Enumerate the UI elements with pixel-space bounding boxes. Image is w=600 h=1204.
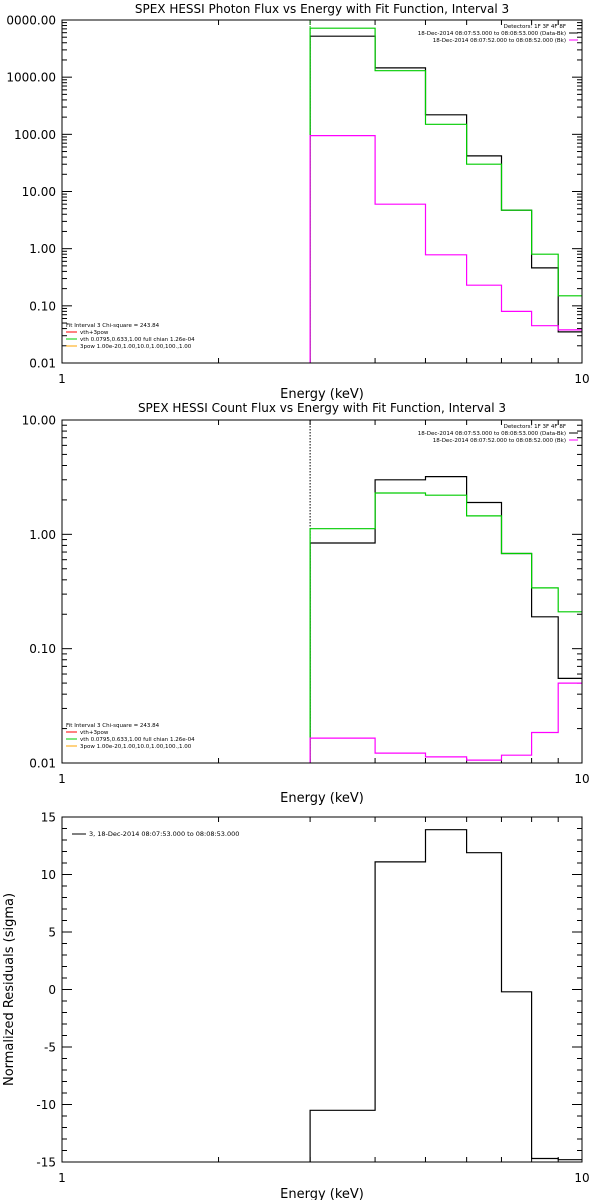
legend-entry-text: Fit Interval 3 Chi-square = 243.84 [66,723,160,729]
y-tick-label: -5 [44,1041,56,1055]
legend-entry-text: vth+3pow [80,330,109,336]
y-tick-label: 1000.00 [6,71,56,85]
y-tick-label: 0.10 [29,642,56,656]
y-tick-label: 5 [48,926,56,940]
chart-title: SPEX HESSI Count Flux vs Energy with Fit… [138,401,506,415]
y-tick-label: 100.00 [14,128,56,142]
legend-entry-text: 18-Dec-2014 08:07:53.000 to 08:08:53.000… [418,431,566,437]
x-axis-label: Energy (keV) [280,387,364,402]
x-tick-label: 1 [58,372,66,386]
legend-entry-text: vth 0.0795,0.633,1.00 full chian 1.26e-0… [80,337,195,343]
x-tick-label: 1 [58,1171,66,1185]
x-tick-label: 10 [574,1171,589,1185]
plot-frame [61,419,583,764]
y-tick-label: -10 [36,1098,56,1112]
y-tick-label: 0.10 [29,299,56,313]
y-tick-label: 0000.00 [6,14,56,28]
x-axis-label: Energy (keV) [280,791,364,806]
y-tick-label: 10.00 [22,185,56,199]
series-line-fit [309,27,582,363]
legend-entry-text: 3pow 1.00e-20,1.00,10.0,1.00,100.,1.00 [80,744,192,750]
legend-entry-text: 18-Dec-2014 08:07:52.000 to 08:08:52.000… [433,38,566,44]
y-tick-label: 15 [41,811,56,825]
legend-entry-text: 3, 18-Dec-2014 08:07:53.000 to 08:08:53.… [89,830,239,838]
series-line-fit [309,492,582,763]
x-tick-label: 10 [574,372,589,386]
legend-entry-text: 18-Dec-2014 08:07:53.000 to 08:08:53.000… [418,31,566,37]
y-tick-label: 0 [48,983,56,997]
legend-entry-text: 3pow 1.00e-20,1.00,10.0,1.00,100.,1.00 [80,344,192,350]
legend-entry-text: Fit Interval 3 Chi-square = 243.84 [66,323,160,329]
series-line-bk [309,682,582,763]
chart-title: SPEX HESSI Photon Flux vs Energy with Fi… [135,2,509,16]
y-tick-label: 1.00 [29,242,56,256]
series-line-residuals [309,829,582,1162]
x-tick-label: 10 [574,772,589,786]
legend-entry-text: 18-Dec-2014 08:07:52.000 to 08:08:52.000… [433,438,566,444]
chart-photon: SPEX HESSI Photon Flux vs Energy with Fi… [6,2,589,402]
x-axis-label: Energy (keV) [280,1187,364,1200]
y-tick-label: -15 [36,1156,56,1170]
x-tick-label: 1 [58,772,66,786]
y-tick-label: 0.01 [29,357,56,371]
plot-frame [61,816,583,1163]
legend-entry-text: vth+3pow [80,730,109,736]
series-line-data-bk [309,35,582,363]
y-tick-label: 1.00 [29,528,56,542]
plot-frame [61,19,583,364]
chart-resid: Energy (keV) Normalized Residuals (sigma)… [2,811,590,1203]
series-line-data-bk [309,476,582,763]
y-tick-label: 10.00 [22,414,56,428]
y-tick-label: 0.01 [29,757,56,771]
legend-entry-text: vth 0.0795,0.633,1.00 full chian 1.26e-0… [80,737,195,743]
chart-count: SPEX HESSI Count Flux vs Energy with Fit… [22,401,590,806]
series-line-bk [309,135,582,363]
legend-entry-text: Detectors: 1F 3F 4F 8F [504,424,566,430]
y-tick-label: 10 [41,868,56,882]
legend-entry-text: Detectors: 1F 3F 4F 8F [504,24,566,30]
y-axis-label: Normalized Residuals (sigma) [2,893,17,1086]
